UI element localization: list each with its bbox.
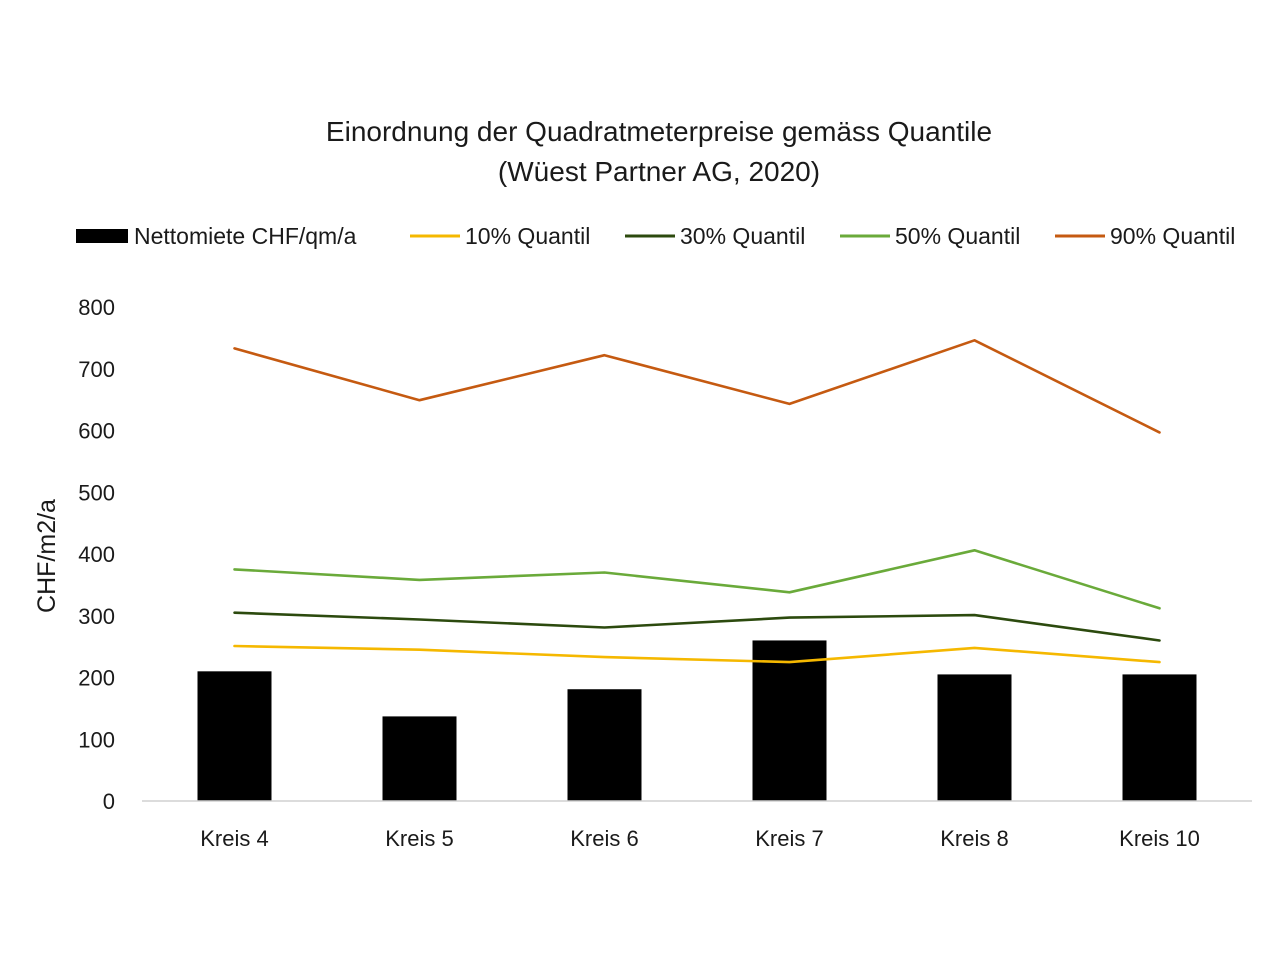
x-tick-label: Kreis 7 [755, 826, 823, 851]
bar-2 [382, 716, 457, 801]
y-tick-label: 200 [78, 666, 115, 691]
y-tick-label: 800 [78, 295, 115, 320]
y-axis-label: CHF/m2/a [33, 499, 61, 613]
x-tick-label: Kreis 4 [200, 826, 268, 851]
y-tick-label: 500 [78, 480, 115, 505]
bar-5 [937, 674, 1012, 801]
legend-label: 10% Quantil [465, 223, 590, 249]
bar-6 [1122, 674, 1197, 801]
y-axis: 0 100 200 300 400 500 600 700 800 [78, 295, 115, 814]
y-tick-label: 600 [78, 419, 115, 444]
bar-series [197, 640, 1197, 801]
y-tick-label: 0 [103, 789, 115, 814]
chart-title: Einordnung der Quadratmeterpreise gemäss… [326, 116, 992, 187]
line-series-group [233, 338, 1161, 664]
x-tick-label: Kreis 8 [940, 826, 1008, 851]
bar-1 [197, 671, 272, 801]
x-axis: Kreis 4 Kreis 5 Kreis 6 Kreis 7 Kreis 8 Kreis… [200, 826, 1200, 851]
legend-label: Nettomiete CHF/qm/a [134, 223, 357, 249]
y-tick-label: 100 [78, 727, 115, 752]
bar-3 [567, 689, 642, 801]
bar-4 [752, 640, 827, 801]
legend-label: 90% Quantil [1110, 223, 1235, 249]
legend-swatch-bar [76, 229, 128, 243]
line-series-3 [233, 548, 1161, 610]
line-series-4 [233, 338, 1161, 434]
legend-label: 30% Quantil [680, 223, 805, 249]
legend-label: 50% Quantil [895, 223, 1020, 249]
line-series-2 [233, 611, 1161, 642]
x-tick-label: Kreis 6 [570, 826, 638, 851]
y-tick-label: 700 [78, 357, 115, 382]
chart-title-line-2: (Wüest Partner AG, 2020) [498, 156, 820, 187]
x-tick-label: Kreis 5 [385, 826, 453, 851]
y-tick-label: 400 [78, 542, 115, 567]
y-tick-label: 300 [78, 604, 115, 629]
legend: Nettomiete CHF/qm/a 10% Quantil 30% Quanti… [76, 223, 1235, 249]
line-series-1 [233, 644, 1161, 664]
x-tick-label: Kreis 10 [1119, 826, 1200, 851]
chart-title-line-1: Einordnung der Quadratmeterpreise gemäss… [326, 116, 992, 147]
